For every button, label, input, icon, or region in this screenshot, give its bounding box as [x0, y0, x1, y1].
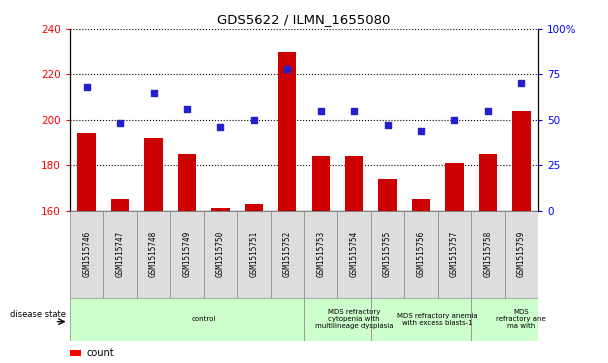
Text: GSM1515758: GSM1515758 — [483, 231, 492, 277]
Bar — [345, 156, 364, 211]
Title: GDS5622 / ILMN_1655080: GDS5622 / ILMN_1655080 — [217, 13, 391, 26]
Text: GSM1515751: GSM1515751 — [249, 231, 258, 277]
Point — [282, 66, 292, 72]
Bar — [304, 211, 337, 298]
Text: GSM1515747: GSM1515747 — [116, 231, 125, 277]
Bar — [70, 298, 304, 341]
Bar — [412, 199, 430, 211]
Bar — [137, 211, 170, 298]
Bar — [271, 211, 304, 298]
Bar — [244, 204, 263, 211]
Bar — [103, 211, 137, 298]
Bar — [278, 52, 297, 211]
Bar — [144, 138, 163, 211]
Text: GSM1515752: GSM1515752 — [283, 231, 292, 277]
Text: MDS refractory
cytopenia with
multilineage dysplasia: MDS refractory cytopenia with multilinea… — [315, 309, 393, 330]
Text: disease state: disease state — [10, 310, 66, 319]
Bar — [178, 154, 196, 211]
Bar — [471, 298, 538, 341]
Bar — [404, 211, 438, 298]
Bar — [371, 211, 404, 298]
Bar — [512, 111, 531, 211]
Text: GSM1515749: GSM1515749 — [182, 231, 192, 277]
Bar — [237, 211, 271, 298]
Bar — [70, 211, 103, 298]
Text: MDS
refractory ane
ma with: MDS refractory ane ma with — [497, 309, 546, 330]
Point — [215, 124, 225, 130]
Text: GSM1515750: GSM1515750 — [216, 231, 225, 277]
Bar — [70, 350, 81, 356]
Bar — [438, 211, 471, 298]
Text: GSM1515757: GSM1515757 — [450, 231, 459, 277]
Point — [316, 108, 326, 114]
Bar — [337, 211, 371, 298]
Bar — [211, 208, 230, 211]
Text: GSM1515759: GSM1515759 — [517, 231, 526, 277]
Point — [182, 106, 192, 112]
Bar — [170, 211, 204, 298]
Point — [115, 121, 125, 126]
Point — [349, 108, 359, 114]
Bar — [77, 133, 96, 211]
Bar — [445, 163, 464, 211]
Text: GSM1515756: GSM1515756 — [416, 231, 426, 277]
Text: GSM1515754: GSM1515754 — [350, 231, 359, 277]
Bar — [304, 298, 371, 341]
Text: GSM1515748: GSM1515748 — [149, 231, 158, 277]
Point — [416, 128, 426, 134]
Bar — [378, 179, 397, 211]
Point — [249, 117, 259, 123]
Text: GSM1515755: GSM1515755 — [383, 231, 392, 277]
Text: control: control — [192, 317, 216, 322]
Bar — [371, 298, 471, 341]
Bar — [478, 154, 497, 211]
Text: MDS refractory anemia
with excess blasts-1: MDS refractory anemia with excess blasts… — [398, 313, 478, 326]
Bar — [471, 211, 505, 298]
Text: GSM1515753: GSM1515753 — [316, 231, 325, 277]
Point — [449, 117, 460, 123]
Text: count: count — [87, 348, 114, 358]
Point — [383, 122, 393, 128]
Point — [517, 81, 527, 86]
Bar — [311, 156, 330, 211]
Point — [81, 84, 91, 90]
Bar — [505, 211, 538, 298]
Point — [483, 108, 493, 114]
Bar — [111, 199, 130, 211]
Bar — [204, 211, 237, 298]
Point — [148, 90, 158, 95]
Text: GSM1515746: GSM1515746 — [82, 231, 91, 277]
